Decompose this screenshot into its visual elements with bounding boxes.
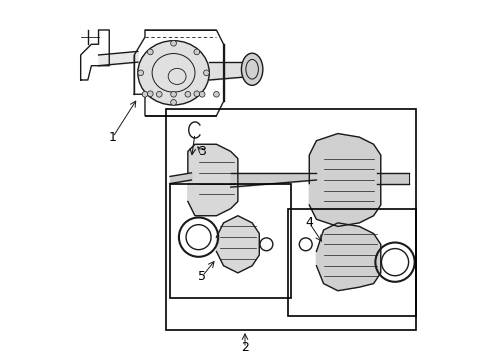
Circle shape xyxy=(194,91,199,96)
Circle shape xyxy=(147,91,153,96)
Bar xyxy=(170,184,292,298)
Polygon shape xyxy=(217,216,259,273)
Text: 4: 4 xyxy=(305,216,313,229)
Circle shape xyxy=(214,91,220,97)
Circle shape xyxy=(171,91,176,97)
Text: 3: 3 xyxy=(198,145,206,158)
Polygon shape xyxy=(188,144,238,216)
Circle shape xyxy=(147,49,153,55)
Circle shape xyxy=(156,91,162,97)
Text: 1: 1 xyxy=(109,131,117,144)
Polygon shape xyxy=(317,223,381,291)
Circle shape xyxy=(171,100,176,105)
Ellipse shape xyxy=(242,53,263,85)
Text: 2: 2 xyxy=(241,341,249,354)
Polygon shape xyxy=(309,134,381,226)
Circle shape xyxy=(171,40,176,46)
Bar xyxy=(167,109,416,330)
Bar xyxy=(288,208,416,316)
Text: 5: 5 xyxy=(198,270,206,283)
Ellipse shape xyxy=(138,41,209,105)
Circle shape xyxy=(138,70,144,76)
Circle shape xyxy=(194,49,199,55)
Circle shape xyxy=(142,91,148,97)
Circle shape xyxy=(185,91,191,97)
Circle shape xyxy=(203,70,209,76)
Circle shape xyxy=(199,91,205,97)
